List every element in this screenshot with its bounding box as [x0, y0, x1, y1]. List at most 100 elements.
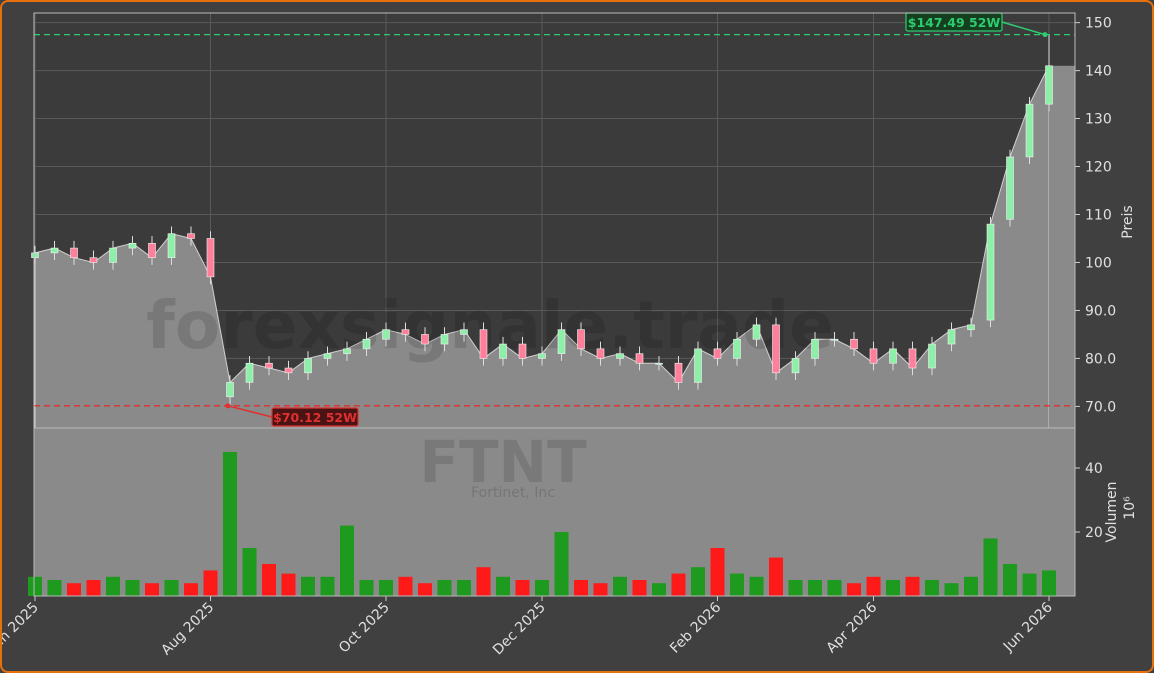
candle-body: [245, 362, 254, 383]
x-tick-label: Aug 2025: [158, 600, 217, 659]
y-axis-label: Volumen: [1104, 482, 1120, 543]
candle-body: [167, 233, 176, 258]
candle-body: [1006, 156, 1014, 220]
volume-bar: [983, 538, 998, 596]
volume-bar: [574, 580, 588, 596]
candle-body: [986, 223, 995, 321]
volume-bar: [262, 564, 276, 596]
candle-body: [635, 353, 644, 364]
volume-bar: [866, 576, 881, 596]
candle-body: [674, 362, 683, 383]
volume-bar: [86, 580, 101, 596]
y-axis-label: Preis: [1120, 205, 1136, 238]
volume-bar: [671, 573, 686, 596]
x-tick-label: Jun 2025: [0, 600, 42, 656]
volume-bar: [1003, 564, 1017, 596]
volume-bar: [106, 576, 120, 596]
candle-body: [89, 257, 98, 263]
candle-body: [733, 338, 741, 359]
volume-bar: [925, 580, 939, 596]
candle-body: [1045, 65, 1053, 105]
volume-bar: [164, 580, 179, 596]
annotation-label: $70.12 52W: [273, 410, 357, 425]
volume-bar: [1022, 573, 1037, 596]
y-tick-label: 120: [1085, 160, 1112, 176]
volume-bar: [905, 576, 920, 596]
volume-bar: [593, 583, 608, 596]
candle-body: [421, 334, 429, 345]
volume-bar: [964, 576, 978, 596]
candle-body: [460, 329, 468, 335]
x-tick-label: Feb 2026: [667, 599, 724, 656]
candle-body: [382, 329, 390, 340]
volume-bar: [691, 567, 705, 596]
volume-bar: [418, 583, 432, 596]
candle-body: [31, 252, 39, 258]
annotation-label: $147.49 52W: [908, 15, 1001, 30]
candle-body: [265, 362, 273, 369]
volume-bar: [47, 580, 62, 596]
y-tick-label: 70.0: [1085, 399, 1116, 415]
volume-bar: [437, 580, 452, 596]
volume-bar: [28, 576, 42, 596]
candle-body: [908, 348, 917, 369]
candle-body: [206, 238, 215, 278]
candle-body: [596, 348, 605, 359]
candle-body: [1025, 103, 1034, 158]
volume-bar: [379, 580, 393, 596]
y-tick-label: 150: [1085, 16, 1112, 32]
candle-body: [830, 338, 839, 341]
candle-body: [479, 329, 488, 359]
candle-body: [967, 324, 975, 330]
candle-body: [401, 329, 410, 335]
volume-bar: [203, 570, 218, 596]
candle-body: [440, 334, 449, 345]
candle-body: [713, 348, 722, 359]
volume-bar: [398, 576, 413, 596]
annotation-arrow: [1001, 21, 1046, 36]
y-tick-label: 110: [1085, 208, 1112, 224]
plot-border: [33, 12, 1076, 597]
arrow-head: [1042, 32, 1048, 38]
watermark: forexsignale.trade: [146, 287, 834, 364]
candle-body: [928, 343, 936, 369]
volume-bar: [125, 580, 140, 596]
candle-body: [752, 324, 761, 340]
y-tick-label: 20: [1085, 525, 1103, 541]
volume-bar: [320, 576, 335, 596]
x-tick-label: Apr 2026: [824, 599, 881, 656]
y-axis-unit: 10⁶: [1122, 496, 1138, 520]
volume-bar: [145, 583, 159, 596]
candle-body: [577, 329, 585, 350]
volume-bar: [710, 548, 725, 596]
volume-bar: [457, 580, 471, 596]
volume-bar: [301, 576, 315, 596]
candle-body: [284, 367, 293, 374]
y-tick-label: 90.0: [1085, 303, 1116, 319]
volume-bar: [613, 576, 627, 596]
annotation-box: [271, 407, 359, 427]
y-tick-label: 100: [1085, 255, 1112, 271]
candle-body: [616, 353, 624, 359]
x-tick-label: Oct 2025: [336, 600, 393, 657]
volume-bar: [476, 567, 491, 596]
candle-body: [109, 247, 117, 263]
volume-bar: [554, 532, 569, 596]
candle-body: [772, 324, 780, 374]
candle-body: [791, 358, 800, 374]
candle-body: [499, 343, 507, 359]
volume-bar: [769, 557, 783, 596]
candle-body: [128, 242, 137, 249]
arrow-head: [225, 403, 231, 409]
volume-bar: [340, 525, 354, 596]
volume-bar: [808, 580, 822, 596]
candle-body: [50, 247, 59, 254]
candle-body: [187, 233, 195, 239]
volume-bar: [515, 580, 530, 596]
candle-body: [226, 382, 234, 398]
y-tick-label: 140: [1085, 64, 1112, 80]
volume-bar: [847, 583, 861, 596]
volume-bar: [632, 580, 647, 596]
